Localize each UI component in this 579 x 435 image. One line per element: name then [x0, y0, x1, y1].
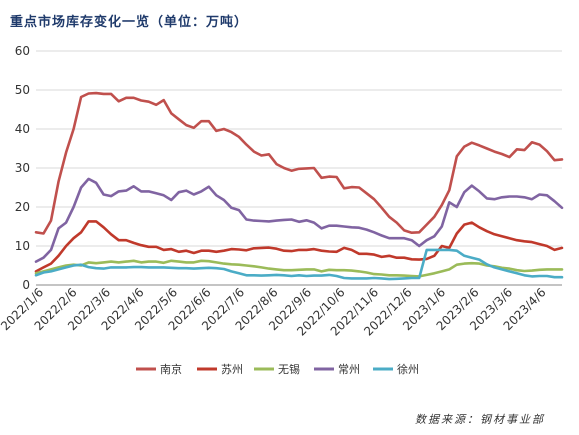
series-line-苏州 [34, 220, 564, 273]
y-tick-label: 50 [15, 83, 30, 97]
data-source: 数据来源：钢材事业部 [415, 413, 545, 426]
chart-title: 重点市场库存变化一览（单位：万吨） [10, 15, 249, 30]
legend-label: 无锡 [278, 362, 300, 376]
x-axis: 2022/1/62022/2/62022/3/62022/4/62022/5/6… [0, 285, 549, 338]
series-lines [34, 91, 564, 281]
legend-label: 苏州 [221, 363, 243, 376]
series-line-南京 [34, 91, 564, 235]
legend-label: 常州 [338, 363, 360, 376]
y-tick-label: 0 [22, 278, 30, 292]
y-tick-label: 60 [15, 44, 30, 58]
y-tick-label: 30 [15, 161, 30, 175]
legend-label: 徐州 [397, 362, 419, 376]
y-tick-label: 40 [15, 122, 30, 136]
series-line-常州 [34, 177, 564, 263]
legend: 南京 苏州 无锡 常州 徐州 [136, 362, 419, 376]
y-axis: 0 10 20 30 40 50 60 [15, 44, 562, 292]
y-tick-label: 10 [15, 239, 30, 253]
series-line-徐州 [34, 248, 564, 281]
series-line-无锡 [34, 259, 564, 278]
y-tick-label: 20 [15, 200, 30, 214]
legend-label: 南京 [160, 362, 182, 376]
